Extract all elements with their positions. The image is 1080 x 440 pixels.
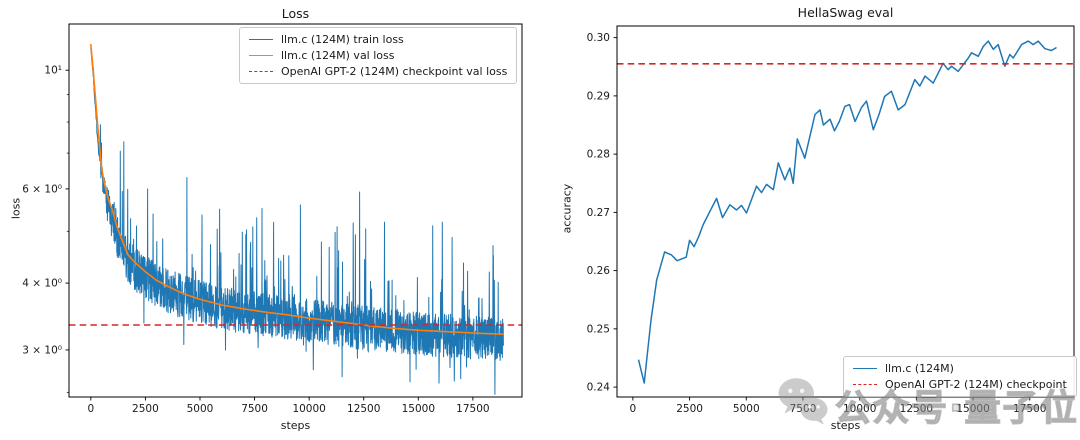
x-tick-label: 12500: [347, 403, 380, 415]
x-tick-label: 2500: [132, 403, 159, 415]
val-loss-line-icon: [249, 55, 273, 56]
x-tick-label: 10000: [843, 403, 876, 415]
y-tick-label: 6 × 10⁰: [22, 183, 62, 195]
y-tick-label: 4 × 10⁰: [22, 278, 62, 290]
accuracy-line-icon: [853, 368, 877, 369]
legend-item-train-loss: llm.c (124M) train loss: [249, 33, 507, 46]
series-1-0: [637, 40, 1057, 384]
y-tick-label: 0.30: [587, 32, 610, 44]
x-tick-label: 5000: [733, 403, 760, 415]
loss-legend: llm.c (124M) train loss llm.c (124M) val…: [239, 27, 518, 84]
legend-label: OpenAI GPT-2 (124M) checkpoint val loss: [281, 65, 508, 78]
x-tick-label: 17500: [456, 403, 489, 415]
x-tick-label: 0: [630, 403, 637, 415]
hellaswag-chart-title: HellaSwag eval: [797, 5, 894, 20]
x-tick-label: 10000: [292, 403, 325, 415]
plot-border: [68, 23, 523, 398]
legend-label: llm.c (124M): [885, 362, 954, 375]
x-tick-label: 0: [87, 403, 94, 415]
train-loss-line-icon: [249, 39, 273, 40]
x-tick-label: 7500: [790, 403, 817, 415]
dashed-line-icon: [853, 384, 877, 385]
hellaswag-legend: llm.c (124M) OpenAI GPT-2 (124M) checkpo…: [843, 356, 1077, 397]
y-tick-label: 0.24: [587, 382, 611, 394]
legend-item-val-loss: llm.c (124M) val loss: [249, 49, 507, 62]
legend-label: llm.c (124M) train loss: [281, 33, 404, 46]
series-0-0: [90, 48, 504, 395]
x-tick-label: 7500: [241, 403, 268, 415]
loss-chart-title: Loss: [281, 6, 310, 21]
x-tick-label: 5000: [187, 403, 214, 415]
hellaswag-xaxis-label: steps: [830, 419, 861, 432]
legend-item-gpt2-checkpoint: OpenAI GPT-2 (124M) checkpoint: [853, 378, 1067, 391]
y-tick-label: 0.28: [587, 149, 610, 161]
x-tick-label: 15000: [956, 403, 989, 415]
x-tick-label: 12500: [900, 403, 933, 415]
x-tick-label: 17500: [1013, 403, 1046, 415]
legend-item-llmc: llm.c (124M): [853, 362, 1067, 375]
hellaswag-yaxis-label: accuracy: [560, 183, 574, 234]
series-0-1: [90, 43, 504, 335]
loss-yaxis-label: loss: [9, 197, 23, 220]
plot-border: [616, 25, 1075, 398]
legend-item-gpt2-baseline: OpenAI GPT-2 (124M) checkpoint val loss: [249, 65, 507, 78]
x-tick-label: 15000: [402, 403, 435, 415]
y-tick-label: 0.27: [587, 207, 610, 219]
y-tick-label: 0.29: [587, 90, 610, 102]
dashed-line-icon: [249, 71, 273, 72]
legend-label: llm.c (124M) val loss: [281, 49, 395, 62]
loss-xaxis-label: steps: [280, 419, 311, 432]
legend-label: OpenAI GPT-2 (124M) checkpoint: [885, 378, 1067, 391]
y-tick-label: 0.26: [587, 265, 611, 277]
y-tick-label: 0.25: [587, 323, 610, 335]
y-tick-label: 10¹: [44, 65, 62, 77]
x-tick-label: 2500: [676, 403, 703, 415]
y-tick-label: 3 × 10⁰: [22, 344, 62, 356]
